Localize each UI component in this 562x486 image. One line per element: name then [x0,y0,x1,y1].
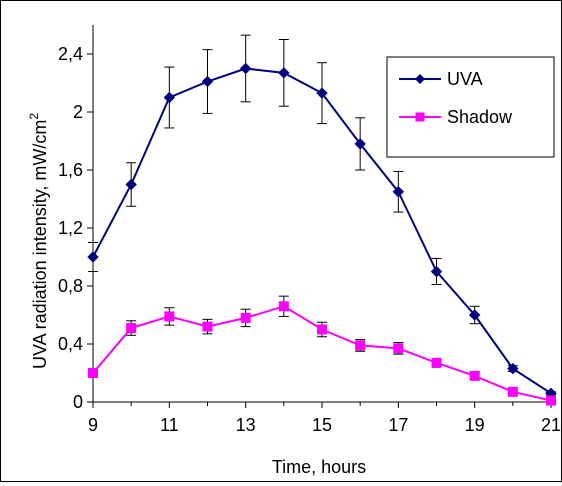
legend: UVA Shadow [386,56,555,158]
data-point-uva [468,309,481,321]
data-point-uva [507,362,519,375]
legend-label-shadow: Shadow [447,107,513,127]
series-shadow [88,295,556,406]
y-tick-label: 2,4 [58,44,83,64]
y-tick-label: 1,6 [58,160,83,180]
y-axis-title-main: UVA radiation intensity, mW/cm [30,120,50,369]
legend-box [386,56,555,158]
y-tick-label: 0 [73,392,83,412]
data-point-shadow [431,357,442,368]
legend-marker-shadow [415,112,425,122]
data-point-shadow [202,321,213,332]
x-tick-label: 11 [160,415,179,435]
x-tick-label: 13 [236,415,256,435]
y-tick-label: 1,2 [58,218,83,238]
data-point-uva [163,91,176,104]
x-tick-label: 21 [541,415,561,435]
x-tick-label: 17 [388,415,408,435]
data-point-uva [201,75,214,88]
data-point-shadow [278,301,289,312]
data-point-uva [316,87,328,99]
data-point-uva [125,178,137,191]
legend-marker-uva [415,74,425,84]
data-point-uva [354,138,366,150]
data-point-uva [239,62,252,75]
legend-label-uva: UVA [447,69,483,89]
series-uva [87,34,557,400]
data-point-shadow [393,343,404,354]
y-tick-label: 0,8 [58,276,83,296]
data-point-shadow [317,324,327,335]
data-point-uva [392,186,405,198]
data-point-uva [430,265,443,278]
data-point-uva [87,251,99,263]
x-tick-label: 19 [465,415,485,435]
x-tick-label: 15 [312,415,332,435]
data-point-shadow [546,395,556,406]
data-point-uva [278,67,290,79]
series-line-shadow [92,305,552,402]
x-axis-title: Time, hours [272,457,366,477]
x-tick-label: 9 [88,415,98,435]
y-tick-label: 2 [73,102,83,122]
y-axis-title: UVA radiation intensity, mW/cm2 [27,113,50,369]
data-point-shadow [88,368,98,378]
series-layer [87,34,557,406]
data-point-shadow [164,311,175,322]
axes: 0 0,4 0,8 1,2 1,6 2 2,4 9 11 13 15 17 19 21 [58,25,561,435]
y-tick-label: 0,4 [58,334,83,354]
data-point-shadow [507,386,518,397]
data-point-shadow [355,340,366,351]
y-axis-title-superscript: 2 [27,113,41,120]
data-point-shadow [469,370,480,381]
data-point-shadow [240,312,251,323]
data-point-shadow [126,323,137,334]
